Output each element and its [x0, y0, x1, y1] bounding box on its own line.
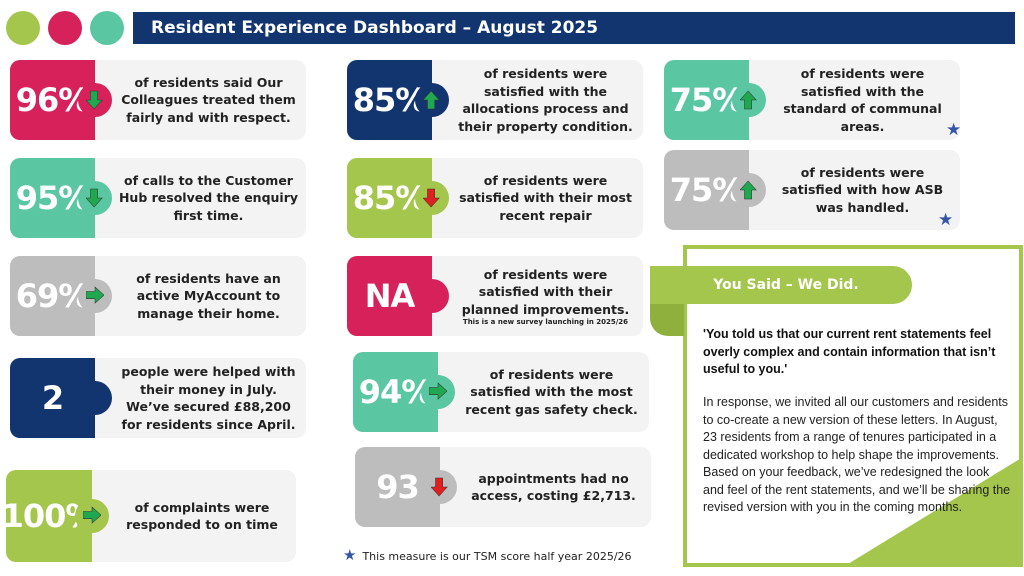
trend-indicator [75, 499, 109, 533]
metric-value: 85% [347, 60, 432, 140]
header-dot-teal [90, 11, 124, 45]
trend-indicator [415, 83, 449, 117]
trend-arrow-down-icon [431, 477, 448, 497]
trend-indicator [415, 279, 449, 313]
metric-value: 2 [10, 358, 95, 438]
metric-description: of calls to the Customer Hub resolved th… [117, 158, 300, 238]
metric-description: of residents were satisfied with the all… [454, 60, 637, 140]
trend-arrow-up-icon [423, 90, 440, 110]
metric-card: 69% of residents have an active MyAccount… [10, 256, 306, 336]
metric-text: of residents have an active MyAccount to… [136, 270, 281, 321]
metric-text: appointments had no access, costing £2,7… [471, 470, 636, 504]
decorative-triangle [843, 457, 1023, 567]
metric-text: of residents said Our Colleagues treated… [121, 74, 296, 125]
metric-description: appointments had no access, costing £2,7… [462, 447, 645, 527]
trend-indicator [421, 375, 455, 409]
tsm-star-icon: ★ [946, 120, 962, 140]
metric-description: of residents were satisfied with the mos… [460, 352, 643, 432]
metric-card: 95% of calls to the Customer Hub resolved… [10, 158, 306, 238]
trend-arrow-down-icon [86, 90, 103, 110]
star-icon: ★ [343, 546, 357, 564]
you-said-quote: 'You told us that our current rent state… [703, 327, 996, 376]
metric-description: of residents said Our Colleagues treated… [117, 60, 300, 140]
you-said-title: You Said – We Did. [650, 266, 912, 304]
metric-text: of complaints were responded to on time [126, 499, 278, 533]
tsm-star-icon: ★ [938, 210, 954, 230]
trend-indicator [78, 279, 112, 313]
metric-value: 75% [664, 150, 749, 230]
trend-arrow-right-icon [86, 286, 104, 304]
trend-arrow-up-icon [740, 180, 757, 200]
trend-indicator [423, 470, 457, 504]
metric-card: 2 people were helped with their money in … [10, 358, 306, 438]
metric-card: 100% of complaints were responded to on t… [2, 470, 296, 562]
metric-card: NA of residents were satisfied with their… [347, 256, 643, 336]
footnote: ★ This measure is our TSM score half year… [343, 546, 632, 564]
metric-value: 85% [347, 158, 432, 238]
metric-description: of residents have an active MyAccount to… [117, 256, 300, 336]
trend-arrow-right-icon [429, 382, 447, 400]
ribbon-tail [650, 304, 684, 336]
metric-card: 96% of residents said Our Colleagues trea… [10, 60, 306, 140]
trend-indicator [78, 83, 112, 117]
metric-text: of calls to the Customer Hub resolved th… [118, 172, 299, 223]
metric-text: of residents were satisfied with their p… [461, 266, 630, 317]
page-title: Resident Experience Dashboard – August 2… [133, 12, 1015, 44]
metric-card: 75% of residents were satisfied with how … [664, 150, 960, 230]
header-dot-pink [48, 11, 82, 45]
trend-arrow-down-icon [423, 188, 440, 208]
metric-card: 85% of residents were satisfied with thei… [347, 158, 643, 238]
trend-indicator [732, 173, 766, 207]
metric-description: people were helped with their money in J… [117, 358, 300, 438]
metric-text: of residents were satisfied with the all… [458, 66, 633, 134]
metric-text: of residents were satisfied with the sta… [783, 66, 942, 134]
metric-card: 93 appointments had no access, costing £2… [355, 447, 651, 527]
metric-description: of residents were satisfied with their m… [454, 158, 637, 238]
metric-description: of residents were satisfied with their p… [454, 256, 637, 336]
trend-indicator [732, 83, 766, 117]
trend-indicator [78, 181, 112, 215]
trend-arrow-down-icon [86, 188, 103, 208]
metric-card: 94% of residents were satisfied with the … [353, 352, 649, 432]
metric-description: of residents were satisfied with the sta… [771, 60, 954, 140]
metric-card: 75% of residents were satisfied with the … [664, 60, 960, 140]
metric-text: people were helped with their money in J… [121, 364, 296, 432]
metric-card: 85% of residents were satisfied with the … [347, 60, 643, 140]
metric-text: of residents were satisfied with the mos… [465, 366, 638, 417]
we-did-body: In response, we invited all our customer… [703, 395, 1011, 514]
trend-indicator [415, 181, 449, 215]
trend-indicator [78, 381, 112, 415]
metric-text: of residents were satisfied with how ASB… [781, 164, 944, 215]
trend-arrow-right-icon [83, 506, 101, 524]
trend-arrow-up-icon [740, 90, 757, 110]
footnote-text: This measure is our TSM score half year … [362, 550, 632, 563]
metric-note: This is a new survey launching in 2025/2… [462, 318, 629, 327]
header-dot-green [6, 11, 40, 45]
metric-text: of residents were satisfied with their m… [459, 172, 632, 223]
metric-description: of complaints were responded to on time [114, 470, 290, 562]
metric-description: of residents were satisfied with how ASB… [771, 150, 954, 230]
